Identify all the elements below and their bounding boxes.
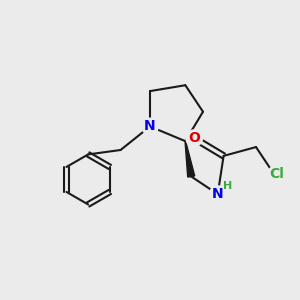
Circle shape xyxy=(142,118,158,135)
Text: N: N xyxy=(212,187,224,201)
Circle shape xyxy=(268,165,285,182)
Text: H: H xyxy=(223,181,232,191)
Text: O: O xyxy=(188,131,200,145)
Text: Cl: Cl xyxy=(269,167,284,181)
Text: N: N xyxy=(144,119,156,134)
Circle shape xyxy=(209,186,226,202)
Polygon shape xyxy=(185,141,195,177)
Circle shape xyxy=(186,130,202,146)
